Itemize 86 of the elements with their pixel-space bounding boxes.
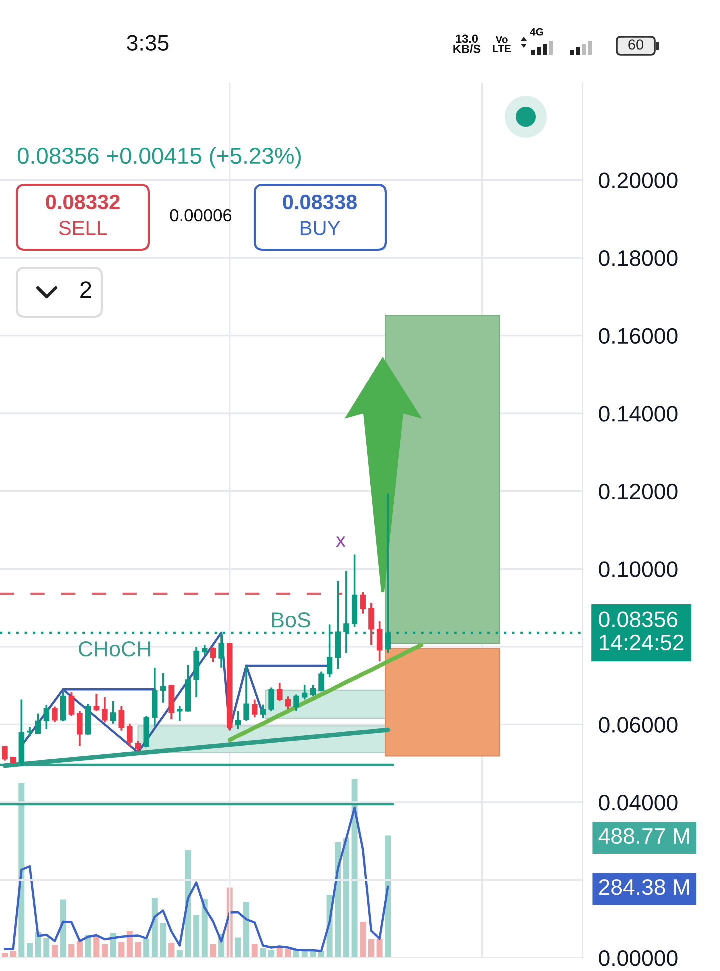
y2-tick-label: 488.77 M	[598, 828, 690, 844]
candlestick	[302, 684, 308, 701]
bar	[368, 940, 374, 958]
candlestick	[294, 694, 300, 712]
annotation: 0.00006	[170, 209, 232, 222]
bar	[135, 942, 142, 958]
annotation: 0.08332	[46, 194, 120, 210]
y-tick-label: 0.10000	[599, 562, 678, 578]
annotation: BoS	[272, 612, 310, 628]
text: 4G	[530, 28, 544, 36]
bar	[160, 923, 166, 958]
annotation: 0.08338	[283, 194, 358, 210]
candlestick	[235, 710, 242, 730]
candlestick	[35, 712, 42, 736]
candlestick	[68, 691, 74, 718]
candlestick	[368, 602, 374, 646]
bar	[18, 783, 25, 958]
annotation: SELL	[59, 221, 107, 236]
bar	[235, 938, 242, 958]
y-tick-label: 0.04000	[599, 794, 678, 811]
y-tick-label: 0.20000	[599, 172, 678, 188]
candlestick	[276, 682, 283, 702]
candlestick	[94, 693, 100, 712]
line-series	[228, 643, 424, 742]
y-tick-label: 0.16000	[599, 328, 678, 344]
candlestick	[285, 696, 292, 710]
candlestick	[210, 646, 216, 664]
bar	[210, 944, 216, 958]
y2-tick-label: 284.38 M	[599, 879, 690, 896]
annotation: x	[336, 536, 346, 548]
bar	[343, 838, 350, 958]
candlestick	[2, 745, 8, 762]
candlestick	[310, 684, 316, 698]
candlestick	[376, 620, 383, 663]
bar	[194, 915, 200, 958]
y-tick-label: 0.14000	[599, 406, 678, 422]
bar	[102, 944, 108, 958]
y-tick-label: 0.12000	[599, 484, 678, 500]
annotation: BUY	[300, 221, 340, 236]
text: 3:35	[127, 35, 169, 51]
bar	[60, 900, 66, 958]
bar	[76, 941, 83, 958]
candlestick	[260, 704, 266, 720]
bar	[385, 836, 392, 958]
bar	[252, 944, 258, 958]
text: 60	[628, 40, 644, 50]
y-tick-label: 0.06000	[599, 717, 678, 733]
bar	[44, 938, 50, 958]
line-series	[2, 728, 390, 768]
y-tick-label: 0.00000	[599, 950, 678, 966]
candlestick	[52, 706, 58, 724]
candlestick	[102, 696, 108, 724]
candlestick	[244, 665, 250, 722]
bar	[68, 944, 75, 958]
y-tick-label: 0.18000	[599, 250, 678, 266]
candlestick	[318, 670, 324, 693]
candlestick	[44, 704, 50, 730]
bar	[52, 945, 58, 958]
text: 13.0 KB/S	[454, 34, 481, 54]
ref-line-label: 0.08356 14:24:52	[599, 612, 684, 651]
candlestick	[77, 710, 83, 747]
bar	[144, 939, 150, 958]
bar	[376, 939, 383, 958]
candlestick	[160, 672, 166, 704]
bar	[94, 936, 100, 958]
candlestick	[360, 591, 366, 615]
line-series	[4, 806, 390, 952]
annotation: 2	[80, 282, 92, 298]
text: Vo LTE	[493, 36, 512, 52]
candlestick	[268, 686, 274, 712]
bar	[118, 942, 125, 958]
candlestick	[110, 700, 116, 725]
bar	[26, 943, 33, 958]
bar	[152, 898, 158, 958]
bar	[360, 922, 366, 958]
candlestick	[252, 698, 258, 719]
annotation: 0.08356 +0.00415 (+5.23%)	[18, 147, 301, 169]
candlestick	[135, 740, 142, 752]
candlestick	[202, 644, 208, 656]
candlestick	[177, 705, 183, 722]
candlestick	[127, 722, 133, 748]
annotation: CHoCH	[79, 642, 150, 657]
bar	[168, 943, 175, 958]
bar	[352, 779, 358, 958]
candlestick	[118, 705, 124, 732]
bar	[244, 902, 250, 958]
